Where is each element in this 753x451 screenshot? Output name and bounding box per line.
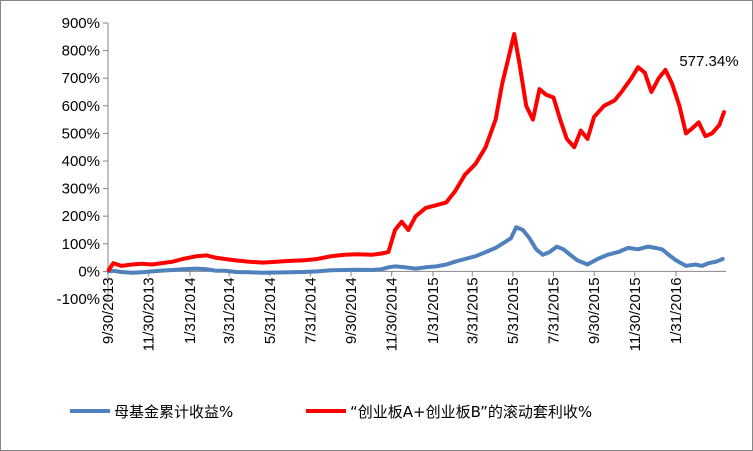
end-value-label: 577.34% [679, 53, 738, 70]
x-tick-label: 5/31/2014 [262, 277, 279, 344]
annotations: 577.34% [679, 53, 738, 70]
y-tick-label: -100% [57, 291, 100, 308]
series-line-1 [106, 225, 725, 275]
y-tick-label: 400% [62, 153, 100, 170]
y-tick-label: 800% [62, 43, 100, 60]
x-tick-label: 11/30/2015 [627, 277, 644, 351]
x-tick-label: 11/30/2014 [384, 277, 401, 351]
y-tick-label: 200% [62, 208, 100, 225]
legend: 母基金累计收益% “创业板A+创业板B”的滚动套利收% [70, 403, 592, 421]
legend-label-series-1: 母基金累计收益% [114, 403, 233, 421]
y-tick-label: 700% [62, 70, 100, 87]
y-axis: -100% 0% 100% 200% 300% 400% 500% 600% 700% 800% 9… [57, 15, 109, 308]
x-tick-label: 3/31/2015 [464, 277, 481, 344]
x-axis: 9/30/2013 11/30/2013 1/31/2014 3/31/2014 5/3… [100, 270, 726, 351]
series-lines [106, 32, 726, 275]
y-tick-label: 900% [62, 15, 100, 32]
x-tick-label: 9/30/2013 [100, 277, 117, 344]
x-tick-label: 7/31/2015 [546, 277, 563, 344]
legend-label-series-2: “创业板A+创业板B”的滚动套利收% [350, 403, 592, 421]
y-tick-label: 600% [62, 98, 100, 115]
y-tick-label: 300% [62, 181, 100, 198]
x-tick-label: 1/31/2015 [425, 277, 442, 344]
y-tick-label: 500% [62, 125, 100, 142]
x-tick-label: 7/31/2014 [302, 277, 319, 344]
x-tick-label: 9/30/2014 [343, 277, 360, 344]
y-tick-label: 0% [78, 263, 100, 280]
x-tick-label: 3/31/2014 [221, 277, 238, 344]
x-tick-label: 9/30/2015 [586, 277, 603, 344]
x-tick-label: 1/31/2016 [668, 277, 685, 344]
x-tick-label: 5/31/2015 [505, 277, 522, 344]
y-tick-label: 100% [62, 236, 100, 253]
series-line-2 [106, 32, 726, 272]
x-tick-label: 11/30/2013 [141, 277, 158, 351]
x-tick-label: 1/31/2014 [182, 277, 199, 344]
